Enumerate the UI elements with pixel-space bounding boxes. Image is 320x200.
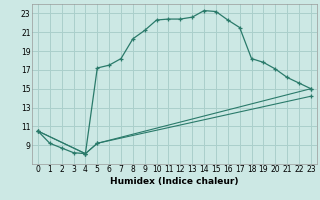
X-axis label: Humidex (Indice chaleur): Humidex (Indice chaleur) <box>110 177 239 186</box>
